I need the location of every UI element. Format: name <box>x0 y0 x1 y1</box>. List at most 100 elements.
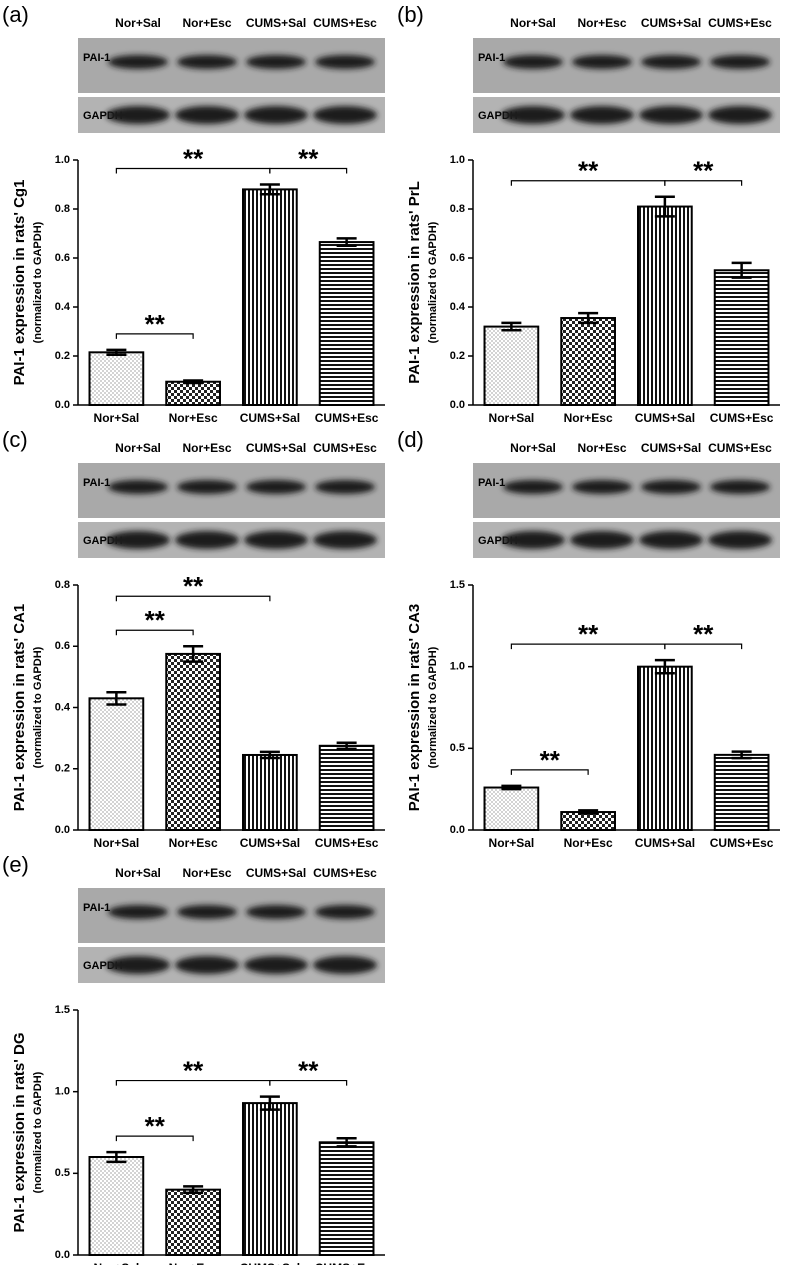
y-tick-label: 0.4 <box>450 301 466 313</box>
x-tick-label: Nor+Esc <box>564 836 613 850</box>
significance-label: ** <box>183 571 204 601</box>
significance-label: ** <box>183 143 204 173</box>
blot-band <box>246 905 306 919</box>
x-tick-label: Nor+Sal <box>94 411 140 425</box>
blot-lane-label: CUMS+Esc <box>313 16 377 30</box>
bar <box>318 744 375 831</box>
significance-label: ** <box>540 745 561 775</box>
error-bar <box>654 658 675 675</box>
blot-lane-label: CUMS+Esc <box>708 16 772 30</box>
blot-lane-label: Nor+Esc <box>577 16 626 30</box>
blot-band <box>313 531 377 549</box>
blot-band <box>106 956 170 974</box>
error-bar <box>106 1150 127 1164</box>
y-axis-sublabel: (normalized to GAPDH) <box>427 221 439 343</box>
x-tick-label: CUMS+Sal <box>240 411 300 425</box>
blot-lane-label: CUMS+Sal <box>246 866 306 880</box>
y-tick-label: 1.0 <box>450 154 465 166</box>
significance-bracket <box>115 629 194 636</box>
blot-lane-label: Nor+Sal <box>115 866 161 880</box>
blot-lane-label: CUMS+Sal <box>641 16 701 30</box>
significance-label: ** <box>145 1111 166 1141</box>
x-tick-label: Nor+Esc <box>564 411 613 425</box>
blot-lane-label: CUMS+Sal <box>246 16 306 30</box>
bar <box>483 325 540 407</box>
y-tick-label: 0.4 <box>55 301 71 313</box>
y-tick-label: 1.0 <box>450 661 465 673</box>
y-tick-label: 0.6 <box>450 252 465 264</box>
blot-band <box>639 106 703 124</box>
blot-row-label: PAI-1 <box>83 52 110 64</box>
y-tick-label: 0.0 <box>55 399 70 411</box>
blot-band <box>708 106 772 124</box>
blot-row-label: PAI-1 <box>478 52 505 64</box>
x-tick-label: CUMS+Sal <box>240 1261 300 1265</box>
significance-label: ** <box>298 1055 319 1085</box>
error-bar <box>183 1185 204 1195</box>
error-bar <box>259 750 280 760</box>
blot-lane-label: Nor+Sal <box>510 441 556 455</box>
blot-lane-label: CUMS+Sal <box>246 441 306 455</box>
y-tick-label: 1.5 <box>450 579 465 591</box>
panel-label: (e) <box>2 852 29 877</box>
blot-lane-label: Nor+Esc <box>182 441 231 455</box>
blot-band <box>641 480 701 494</box>
significance-bracket <box>115 595 271 602</box>
blot-row-label: PAI-1 <box>83 902 110 914</box>
bar <box>88 351 145 407</box>
error-bar <box>501 321 522 332</box>
y-tick-label: 0.0 <box>55 1249 70 1261</box>
blot-band <box>108 905 168 919</box>
x-tick-label: CUMS+Esc <box>315 1261 379 1265</box>
bar <box>560 317 616 406</box>
y-tick-label: 0.5 <box>450 742 465 754</box>
blot-band <box>710 480 770 494</box>
blot-band <box>177 480 237 494</box>
bar <box>242 188 298 406</box>
blot-row-label: PAI-1 <box>83 477 110 489</box>
bar <box>165 652 221 831</box>
significance-bracket <box>115 167 271 174</box>
blot-band <box>501 531 565 549</box>
error-bar <box>106 690 127 706</box>
bar <box>483 786 540 831</box>
significance-label: ** <box>145 309 166 339</box>
error-bar <box>578 311 599 325</box>
significance-bracket <box>115 1079 271 1086</box>
blot-band <box>106 106 170 124</box>
y-tick-label: 0.6 <box>55 640 70 652</box>
error-bar <box>654 195 675 218</box>
blot-band <box>244 531 308 549</box>
bar <box>637 665 693 831</box>
blot-band <box>708 531 772 549</box>
bar <box>713 269 770 406</box>
y-tick-label: 0.0 <box>55 824 70 836</box>
blot-band <box>572 55 632 69</box>
bar <box>713 753 770 831</box>
blot-lane-label: Nor+Esc <box>182 16 231 30</box>
x-tick-label: Nor+Sal <box>94 1261 140 1265</box>
x-tick-label: Nor+Esc <box>169 836 218 850</box>
y-tick-label: 0.0 <box>450 399 465 411</box>
significance-label: ** <box>578 619 599 649</box>
error-bar <box>336 1136 357 1148</box>
x-tick-label: CUMS+Sal <box>240 836 300 850</box>
significance-label: ** <box>693 156 714 186</box>
blot-lane-label: Nor+Sal <box>510 16 556 30</box>
blot-band <box>175 106 239 124</box>
bar <box>242 753 298 831</box>
blot-band <box>108 480 168 494</box>
significance-label: ** <box>693 619 714 649</box>
blot-band <box>246 480 306 494</box>
blot-band <box>244 956 308 974</box>
bar <box>637 205 693 406</box>
error-bar <box>731 750 752 760</box>
blot-band <box>175 531 239 549</box>
significance-bracket <box>510 180 666 186</box>
y-axis-label: PAI-1 expression in rats' CA1 <box>11 604 28 812</box>
error-bar <box>336 237 357 247</box>
